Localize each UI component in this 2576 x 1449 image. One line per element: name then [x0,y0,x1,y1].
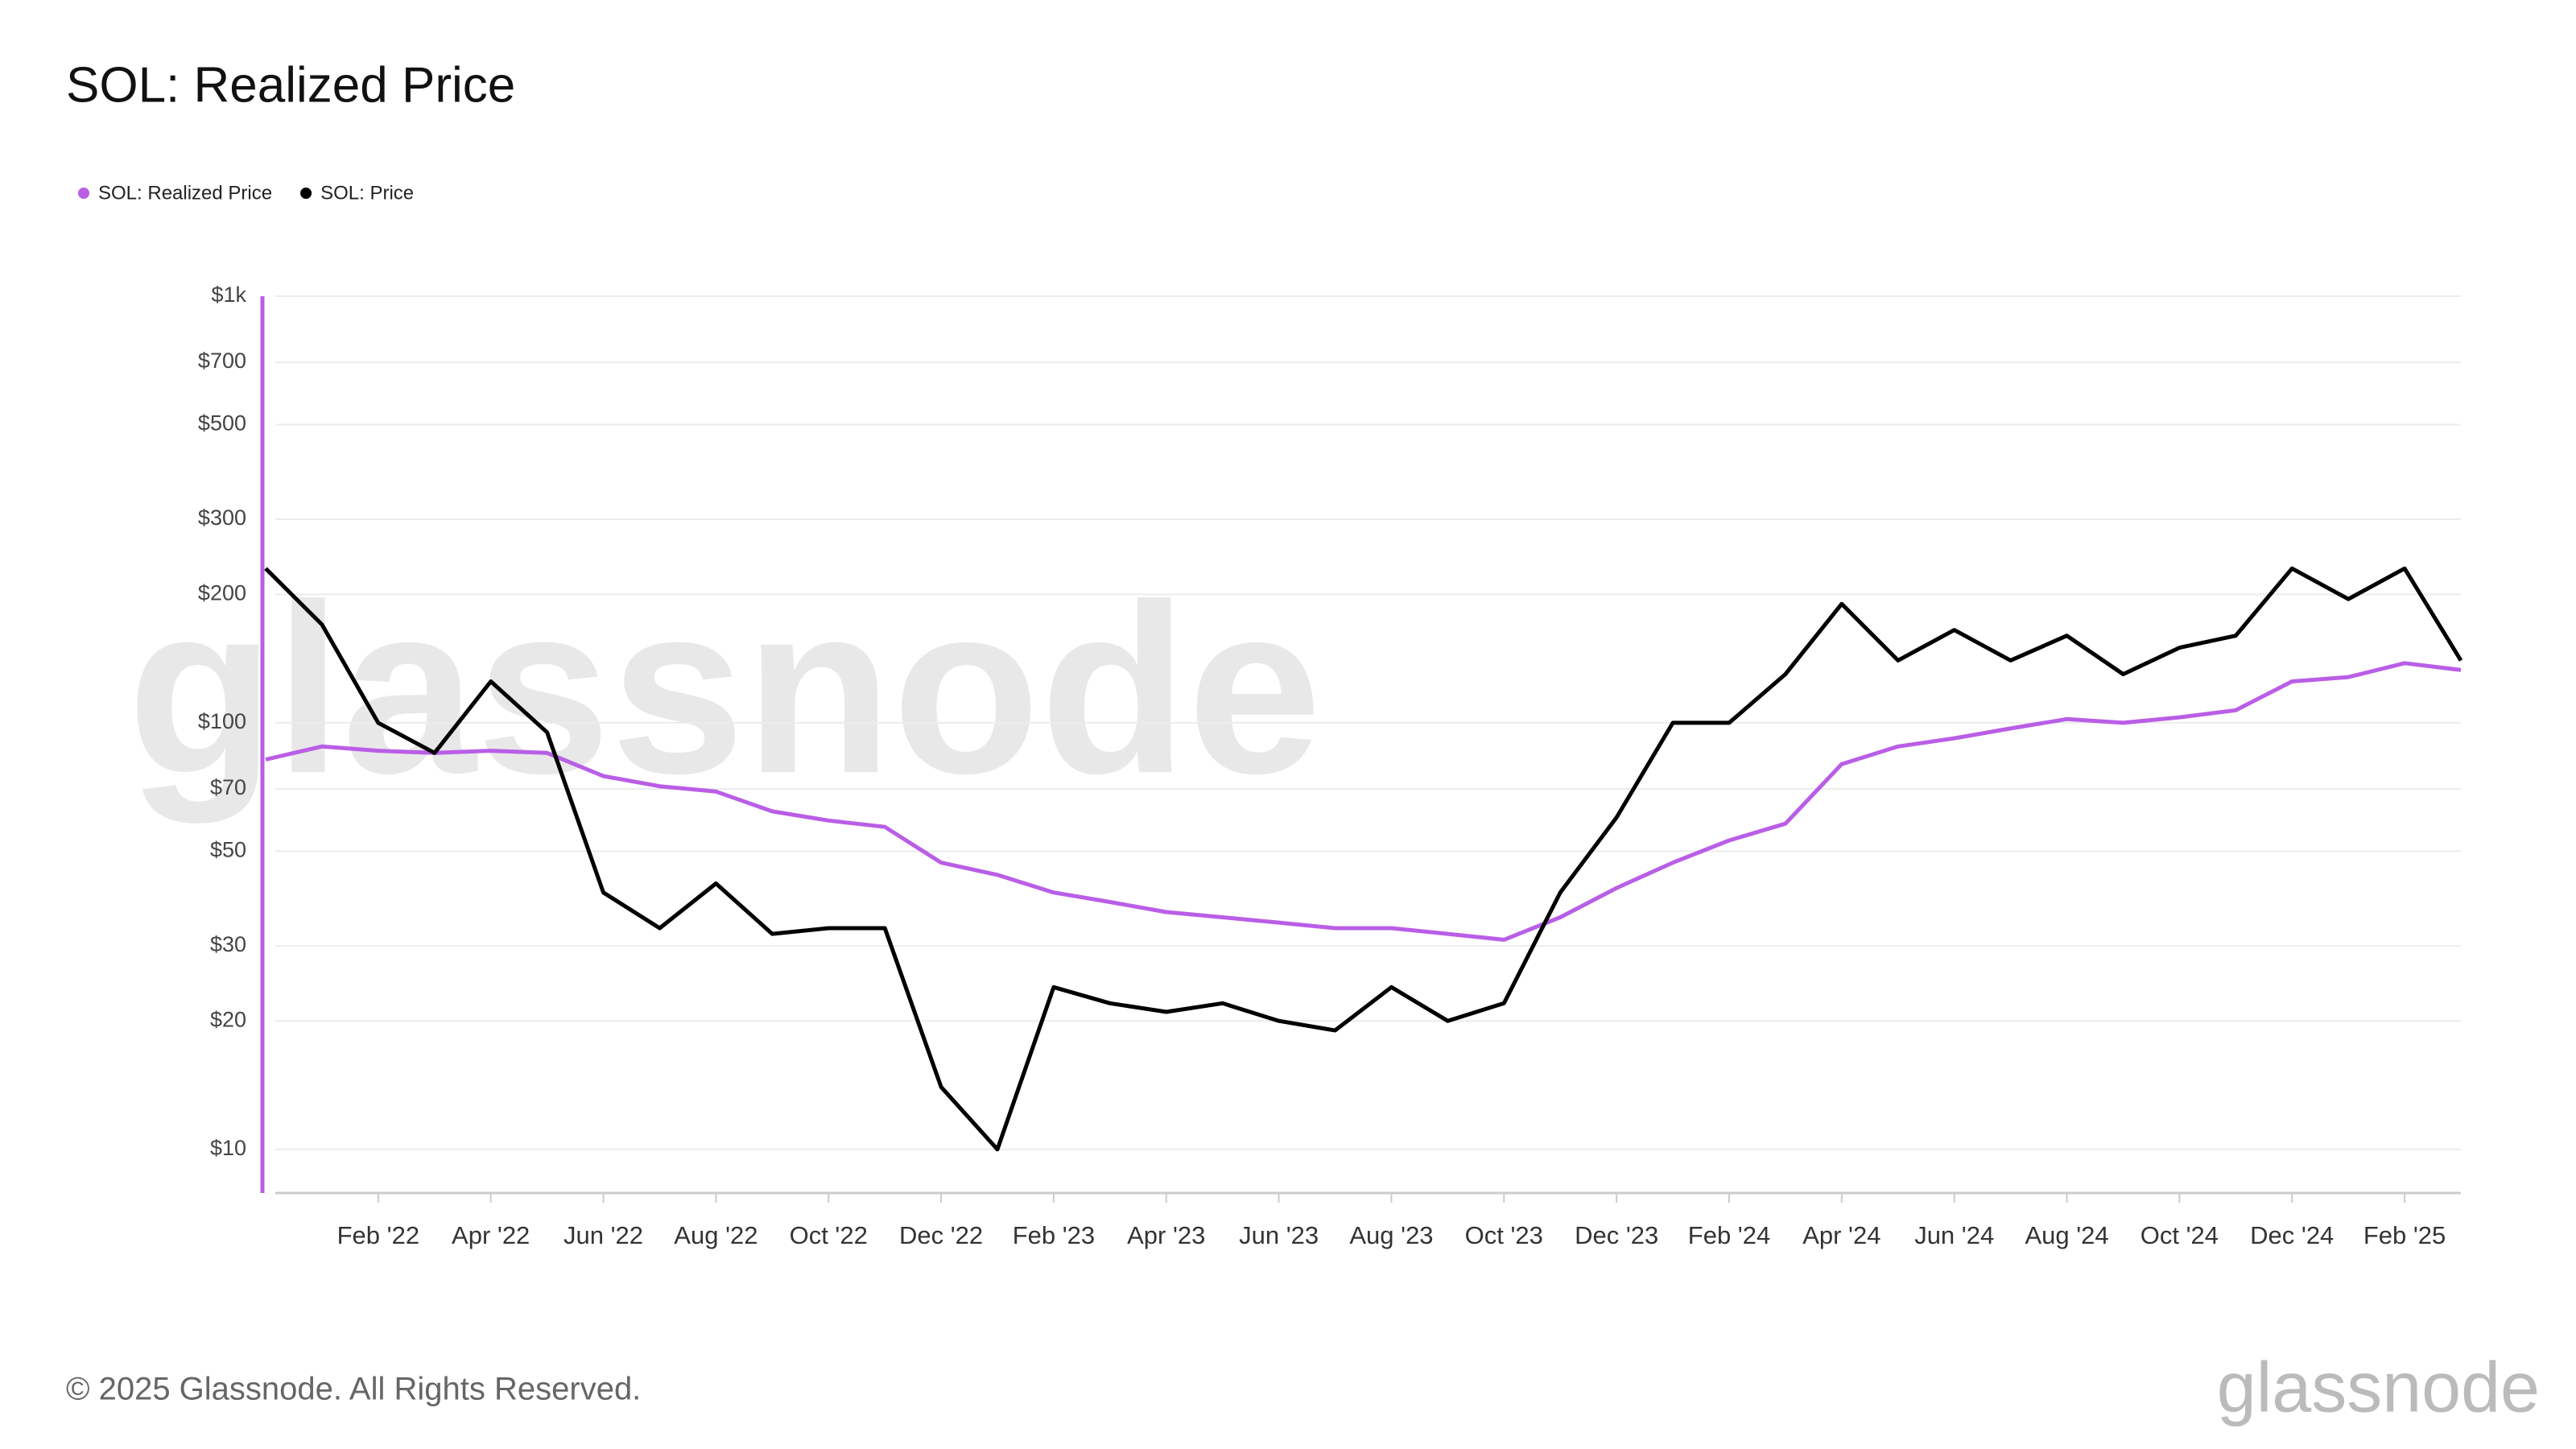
x-tick-label: Dec '24 [2250,1221,2334,1249]
y-tick-label: $30 [210,932,246,956]
x-tick-label: Oct '24 [2140,1221,2219,1249]
x-tick-label: Aug '22 [674,1221,758,1249]
y-tick-label: $70 [210,775,246,799]
x-tick-label: Apr '24 [1802,1221,1880,1249]
x-tick-label: Feb '23 [1013,1221,1095,1249]
x-tick-label: Feb '22 [337,1221,419,1249]
legend-label: SOL: Price [320,182,414,204]
x-tick-label: Aug '23 [1349,1221,1433,1249]
x-tick-label: Dec '22 [899,1221,983,1249]
x-tick-label: Dec '23 [1575,1221,1658,1249]
legend-label: SOL: Realized Price [98,182,272,204]
y-tick-label: $300 [198,506,246,530]
y-tick-label: $50 [210,838,246,862]
logo: glassnode [2217,1347,2540,1426]
x-tick-label: Oct '22 [790,1221,868,1249]
x-tick-label: Aug '24 [2025,1221,2108,1249]
x-tick-label: Feb '25 [2363,1221,2446,1249]
x-tick-label: Apr '23 [1127,1221,1205,1249]
watermark: glassnode [127,553,1322,825]
y-tick-label: $20 [210,1007,246,1031]
y-tick-label: $500 [198,411,246,436]
y-tick-label: $1k [211,283,246,307]
y-tick-label: $700 [198,349,246,373]
y-tick-label: $10 [210,1136,246,1160]
x-tick-label: Jun '24 [1914,1221,1994,1249]
legend-marker [300,188,312,199]
x-tick-label: Jun '23 [1239,1221,1319,1249]
x-tick-label: Feb '24 [1688,1221,1770,1249]
legend-marker [78,188,89,199]
y-tick-label: $200 [198,580,246,605]
series-line [264,566,2463,1152]
x-tick-label: Jun '22 [564,1221,643,1249]
chart-title: SOL: Realized Price [66,57,515,113]
y-tick-label: $100 [198,709,246,733]
series-line [265,661,2462,942]
x-tick-label: Oct '23 [1465,1221,1543,1249]
x-tick-label: Apr '22 [452,1221,530,1249]
copyright: © 2025 Glassnode. All Rights Reserved. [66,1372,641,1407]
